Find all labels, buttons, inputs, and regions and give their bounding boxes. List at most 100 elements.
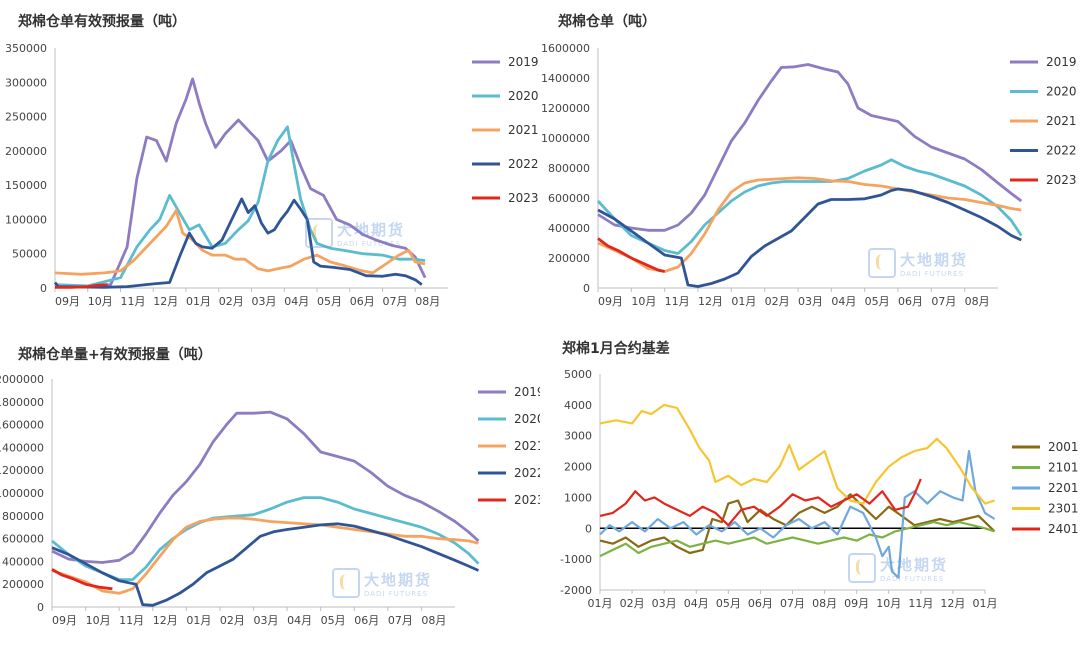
x-tick-label: 01月 [731,295,756,308]
x-tick-label: 08月 [812,597,837,610]
legend-label-2020: 2020 [514,412,540,426]
y-tick-label: 300000 [5,76,47,89]
x-tick-label: 03月 [252,295,277,308]
x-tick-label: 01月 [186,295,211,308]
x-tick-label: 01月 [186,614,211,627]
x-tick-label: 05月 [716,597,741,610]
y-tick-label: -1000 [560,553,592,566]
legend-label-2023: 2023 [1046,173,1077,187]
legend-label-2019: 2019 [508,55,539,69]
y-tick-label: 50000 [12,248,47,261]
y-tick-label: 200000 [5,145,47,158]
x-tick-label: 10月 [86,614,111,627]
y-tick-label: 0 [585,522,592,535]
x-tick-label: 04月 [287,614,312,627]
chart-cotton-warrant-plus-forecast: 郑棉仓单量+有效预报量（吨） 0 200000 400000 600000 800000 1… [0,346,540,627]
y-tick-label: 0 [40,282,47,295]
chart-cotton-jan-basis: 郑棉1月合约基差 -2000 -1000 0 1000 2000 3000 4000 5000 0… [560,340,1079,610]
watermark-logo: 大地期货 DADI FUTURES [305,218,405,248]
x-tick-label: 09月 [52,614,77,627]
x-tick-label: 11月 [665,295,690,308]
legend-label-2301: 2301 [1048,502,1079,516]
y-tick-label: 2000000 [0,373,44,386]
legend-label-2021: 2021 [1046,114,1077,128]
x-tick-label: 02月 [220,614,245,627]
x-tick-label: 06月 [350,295,375,308]
chart-title: 郑棉仓单量+有效预报量（吨） [18,346,212,363]
dadi-logo-icon [848,553,876,583]
y-tick-label: 200000 [2,578,44,591]
y-tick-label: 4000 [564,399,592,412]
x-tick-label: 05月 [321,614,346,627]
dadi-logo-icon [332,568,360,598]
watermark-cn: 大地期货 [900,250,969,269]
x-tick-label: 06月 [354,614,379,627]
x-tick-label: 07月 [931,295,956,308]
y-tick-label: 1000000 [541,132,590,145]
series-line-2020 [596,158,1023,255]
legend-label-2019: 2019 [1046,55,1077,69]
x-tick-label: 06月 [748,597,773,610]
dadi-logo-icon [868,248,896,278]
y-tick-label: 1200000 [0,464,44,477]
y-tick-label: 1200000 [541,102,590,115]
x-tick-label: 02月 [620,597,645,610]
x-tick-label: 03月 [254,614,279,627]
series-line-2301 [599,403,995,505]
chart-cotton-warrant: 郑棉仓单（吨） 0 200000 400000 600000 800000 1000000 1… [541,13,1077,308]
series-line-2020 [51,496,480,581]
chart-cotton-warrant-forecast: 郑棉仓单有效预报量（吨） 0 50000 100000 150000 200000 2500… [5,13,539,308]
chart-title: 郑棉1月合约基差 [562,340,670,357]
legend-label-2022: 2022 [508,157,539,171]
x-tick-label: 01月 [973,597,998,610]
y-tick-label: 3000 [564,430,592,443]
y-tick-label: 400000 [548,222,590,235]
x-tick-label: 10月 [631,295,656,308]
x-tick-label: 04月 [831,295,856,308]
series-line-2020 [54,125,426,288]
series-line-2021 [51,516,479,595]
y-tick-label: 1400000 [0,441,44,454]
x-tick-label: 04月 [284,295,309,308]
chart-title: 郑棉仓单（吨） [558,13,656,30]
series-line-2021 [54,209,426,276]
series-line-2022 [51,522,480,607]
y-tick-label: 1000000 [0,487,44,500]
watermark-en: DADI FUTURES [337,239,402,248]
chart-panel-2: 郑棉仓单（吨） 0 200000 400000 600000 800000 1000000 1… [540,0,1080,325]
x-tick-label: 02月 [219,295,244,308]
legend-label-2021: 2021 [508,123,539,137]
y-tick-label: 2000 [564,461,592,474]
x-tick-label: 07月 [388,614,413,627]
legend-label-2022: 2022 [1046,144,1077,158]
series-line-2023 [51,568,113,591]
x-tick-label: 12月 [698,295,723,308]
y-tick-label: -2000 [560,584,592,597]
series-line-2023 [55,283,108,289]
watermark-cn: 大地期货 [364,570,433,589]
chart-panel-4: 郑棉1月合约基差 -2000 -1000 0 1000 2000 3000 4000 5000 0… [540,325,1080,650]
watermark-en: DADI FUTURES [900,269,965,278]
legend-label-2201: 2201 [1048,481,1079,495]
watermark-logo: 大地期货 DADI FUTURES [848,553,948,583]
series-line-2022 [53,197,423,289]
y-tick-label: 100000 [5,213,47,226]
y-tick-label: 800000 [2,510,44,523]
y-tick-label: 0 [583,282,590,295]
y-tick-label: 1600000 [541,42,590,55]
x-tick-label: 08月 [415,295,440,308]
watermark-cn: 大地期货 [880,555,949,574]
x-tick-label: 12月 [153,614,178,627]
x-tick-label: 12月 [940,597,965,610]
x-tick-label: 04月 [684,597,709,610]
x-tick-label: 05月 [865,295,890,308]
series-line-2019 [597,63,1023,232]
series-line-2019 [51,410,480,564]
legend-label-2022: 2022 [514,466,540,480]
x-tick-label: 02月 [765,295,790,308]
x-tick-label: 12月 [153,295,178,308]
series-line-2101 [599,521,995,558]
chart-panel-3: 郑棉仓单量+有效预报量（吨） 0 200000 400000 600000 800000 1… [0,325,540,650]
y-tick-label: 0 [37,601,44,614]
